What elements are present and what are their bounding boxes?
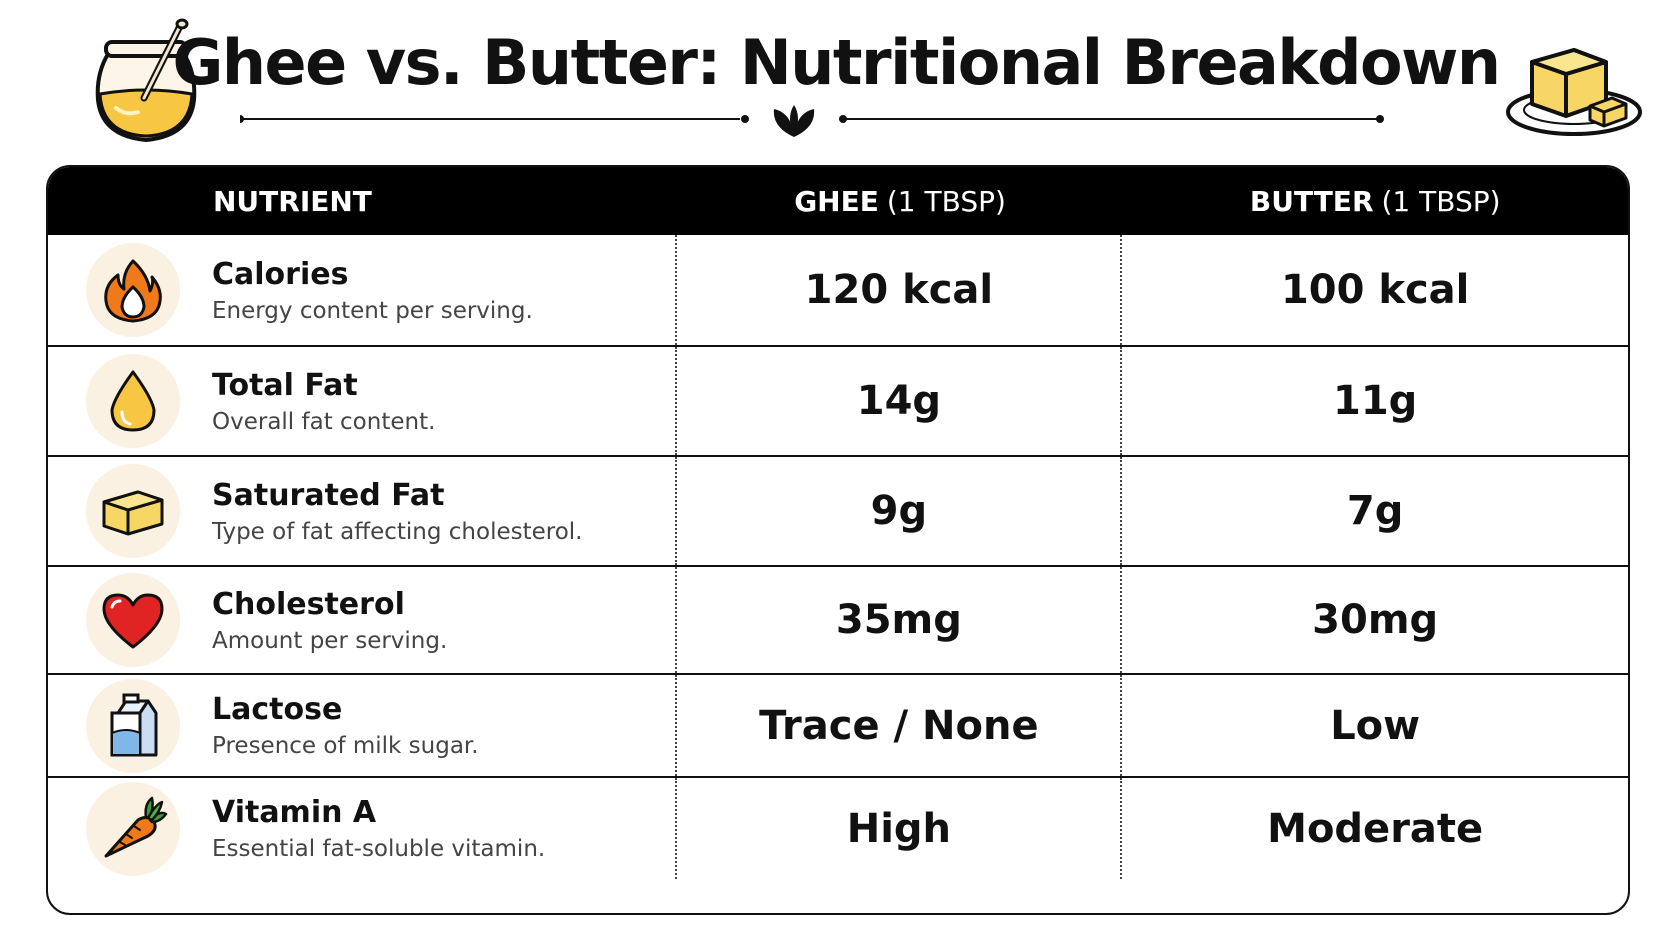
butter-value: 11g: [1333, 378, 1418, 424]
table-row: Cholesterol Amount per serving. 35mg 30m…: [48, 565, 1628, 673]
header-butter-label: BUTTER: [1249, 184, 1374, 218]
table-row: Vitamin A Essential fat-soluble vitamin.…: [48, 776, 1628, 879]
nutrient-description: Energy content per serving.: [212, 297, 533, 324]
header-ghee: GHEE (1 TBSP): [678, 167, 1123, 235]
nutrition-table: NUTRIENT GHEE (1 TBSP) BUTTER (1 TBSP) C…: [46, 165, 1630, 915]
table-row: Lactose Presence of milk sugar. Trace / …: [48, 673, 1628, 776]
nutrient-cell: Lactose Presence of milk sugar.: [48, 675, 678, 776]
header-ghee-unit: (1 TBSP): [886, 184, 1006, 218]
ghee-value: 35mg: [677, 567, 1123, 673]
nutrient-cell: Saturated Fat Type of fat affecting chol…: [48, 457, 678, 565]
heart-icon: [86, 573, 180, 667]
nutrient-description: Overall fat content.: [212, 408, 436, 435]
nutrient-name: Calories: [212, 256, 349, 292]
page-title: Ghee vs. Butter: Nutritional Breakdown: [172, 26, 1501, 99]
nutrient-description: Amount per serving.: [212, 627, 448, 654]
carrot-icon: [86, 781, 180, 876]
title-divider: [240, 105, 1384, 137]
butter-cube-icon: [86, 464, 180, 558]
header-butter: BUTTER (1 TBSP): [1122, 167, 1628, 235]
header-butter-unit: (1 TBSP): [1381, 184, 1501, 218]
nutrient-name: Cholesterol: [212, 586, 405, 622]
milk-carton-icon: [86, 678, 180, 773]
nutrient-cell: Total Fat Overall fat content.: [48, 347, 678, 455]
ghee-value: Trace / None: [677, 675, 1123, 776]
butter-value: 100 kcal: [1280, 267, 1470, 313]
nutrient-name: Vitamin A: [212, 795, 377, 830]
butter-block-icon: [1506, 48, 1642, 136]
header-nutrient: NUTRIENT: [213, 184, 372, 218]
nutrient-name: Total Fat: [212, 367, 358, 403]
table-header: NUTRIENT GHEE (1 TBSP) BUTTER (1 TBSP): [48, 167, 1628, 235]
ghee-value: 120 kcal: [677, 235, 1123, 345]
butter-value: 30mg: [1312, 597, 1439, 643]
table-row: Saturated Fat Type of fat affecting chol…: [48, 455, 1628, 565]
nutrient-cell: Calories Energy content per serving.: [48, 235, 678, 345]
butter-value: 7g: [1346, 488, 1404, 534]
nutrient-name: Lactose: [212, 692, 343, 727]
nutrient-description: Type of fat affecting cholesterol.: [212, 518, 583, 545]
nutrient-cell: Cholesterol Amount per serving.: [48, 567, 678, 673]
flame-icon: [86, 243, 180, 337]
nutrient-cell: Vitamin A Essential fat-soluble vitamin.: [48, 778, 678, 879]
nutrient-name: Saturated Fat: [212, 477, 445, 513]
ghee-value: 9g: [677, 457, 1123, 565]
nutrient-description: Essential fat-soluble vitamin.: [212, 836, 546, 862]
butter-value: Moderate: [1267, 805, 1484, 852]
table-row: Total Fat Overall fat content. 14g 11g: [48, 345, 1628, 455]
leaf-sprout-icon: [773, 105, 815, 137]
header-ghee-label: GHEE: [794, 184, 879, 218]
table-row: Calories Energy content per serving. 120…: [48, 235, 1628, 345]
ghee-jar-icon: [95, 18, 197, 143]
table-body: Calories Energy content per serving. 120…: [48, 235, 1628, 879]
drop-icon: [86, 354, 180, 448]
butter-value: Low: [1330, 702, 1421, 749]
ghee-value: High: [677, 778, 1123, 879]
ghee-value: 14g: [677, 347, 1123, 455]
nutrient-description: Presence of milk sugar.: [212, 733, 479, 759]
